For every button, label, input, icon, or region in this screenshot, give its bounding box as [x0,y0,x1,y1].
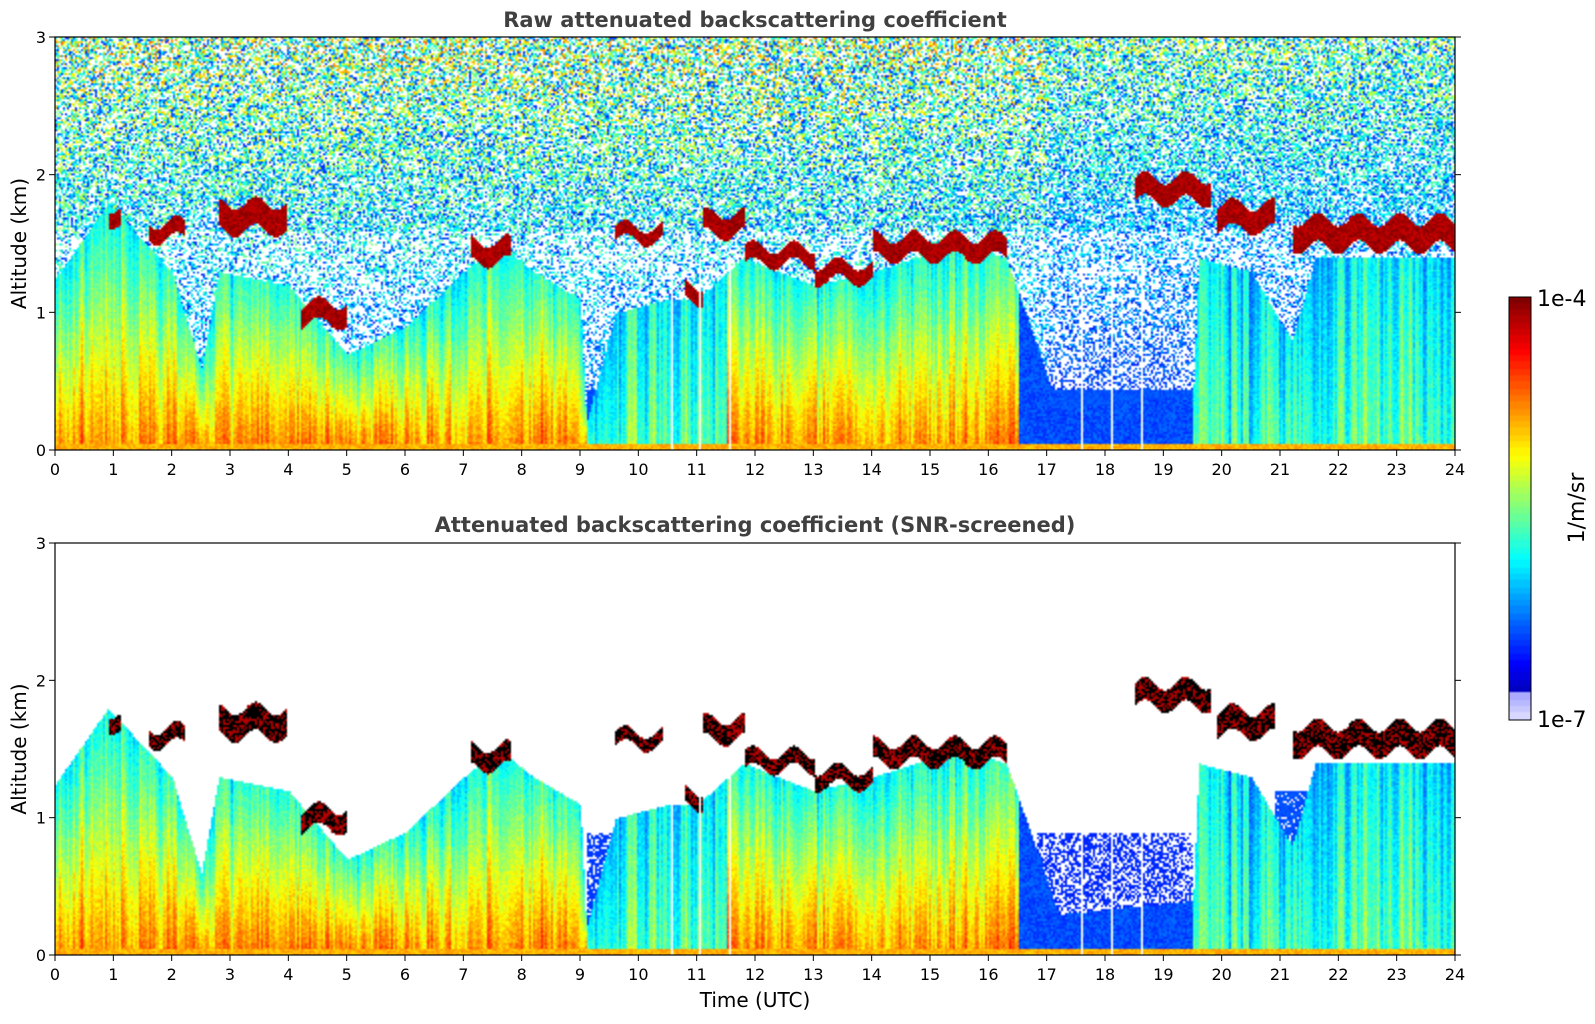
x-tick-label: 22 [1328,965,1348,984]
x-tick-label: 17 [1036,965,1056,984]
x-tick-label: 14 [861,965,881,984]
colorbar-unit-label: 1/m/sr [1565,472,1590,544]
x-tick-label: 18 [1095,460,1115,479]
y-tick-label: 0 [36,946,46,965]
y-tick-label: 0 [36,441,46,460]
x-tick-label: 12 [745,460,765,479]
x-tick-label: 7 [458,965,468,984]
colorbar-frame [1508,296,1532,721]
panel-1-title: Raw attenuated backscattering coefficien… [503,8,1007,32]
panel-1-ticks: 0 1 2 3 4 5 6 7 8 9 10 11 12 13 14 15 16 17 18 19 20 21 22 23 24… [36,28,1465,479]
heatmap-raw [55,37,1455,450]
x-tick-label: 5 [342,965,352,984]
colorbar-gradient [1509,297,1531,720]
x-tick-label: 20 [1211,965,1231,984]
x-tick-label: 4 [283,460,293,479]
y-tick-label: 2 [36,671,46,690]
x-tick-label: 9 [575,460,585,479]
x-tick-label: 22 [1328,460,1348,479]
x-tick-label: 9 [575,965,585,984]
x-tick-label: 19 [1153,965,1173,984]
x-tick-label: 4 [283,965,293,984]
xaxis-label: Time (UTC) [699,988,811,1012]
x-tick-label: 3 [225,460,235,479]
x-tick-label: 24 [1445,965,1465,984]
x-tick-label: 23 [1386,460,1406,479]
x-tick-label: 16 [978,460,998,479]
x-tick-label: 0 [50,460,60,479]
x-tick-label: 15 [920,965,940,984]
y-tick-label: 1 [36,809,46,828]
x-tick-label: 12 [745,965,765,984]
y-tick-label: 1 [36,303,46,322]
x-tick-label: 13 [803,460,823,479]
x-tick-label: 20 [1211,460,1231,479]
x-tick-label: 1 [108,460,118,479]
panel-2-ylabel: Altitude (km) [7,683,31,814]
x-tick-label: 21 [1270,965,1290,984]
heatmap-screened [55,543,1455,955]
panel-screened: 0 1 2 3 4 5 6 7 8 9 10 11 12 13 14 15 16 17 18 19 20 21 22 23 24… [36,534,1465,984]
x-tick-label: 7 [458,460,468,479]
x-tick-label: 16 [978,965,998,984]
x-tick-label: 13 [803,965,823,984]
x-tick-label: 14 [861,460,881,479]
x-tick-label: 11 [686,460,706,479]
colorbar-max-label: 1e-4 [1537,287,1586,312]
x-tick-label: 24 [1445,460,1465,479]
x-tick-label: 19 [1153,460,1173,479]
y-tick-label: 3 [36,534,46,553]
x-tick-label: 8 [517,460,527,479]
x-tick-label: 6 [400,965,410,984]
panel-2-ticks: 0 1 2 3 4 5 6 7 8 9 10 11 12 13 14 15 16 17 18 19 20 21 22 23 24… [36,534,1465,984]
x-tick-label: 3 [225,965,235,984]
x-tick-label: 15 [920,460,940,479]
panel-raw: 0 1 2 3 4 5 6 7 8 9 10 11 12 13 14 15 16 17 18 19 20 21 22 23 24… [36,28,1465,479]
x-tick-label: 5 [342,460,352,479]
x-tick-label: 17 [1036,460,1056,479]
x-tick-label: 18 [1095,965,1115,984]
colorbar: 1e-4 1e-7 1/m/sr [1508,287,1590,733]
x-tick-label: 11 [686,965,706,984]
y-tick-label: 2 [36,166,46,185]
x-tick-label: 6 [400,460,410,479]
x-tick-label: 1 [108,965,118,984]
x-tick-label: 0 [50,965,60,984]
panel-2-title: Attenuated backscattering coefficient (S… [435,513,1076,537]
x-tick-label: 10 [628,460,648,479]
x-tick-label: 23 [1386,965,1406,984]
panel-1-ylabel: Altitude (km) [7,178,31,309]
x-tick-label: 21 [1270,460,1290,479]
x-tick-label: 2 [167,460,177,479]
x-tick-label: 10 [628,965,648,984]
x-tick-label: 8 [517,965,527,984]
colorbar-min-label: 1e-7 [1537,708,1586,733]
x-tick-label: 2 [167,965,177,984]
y-tick-label: 3 [36,28,46,47]
